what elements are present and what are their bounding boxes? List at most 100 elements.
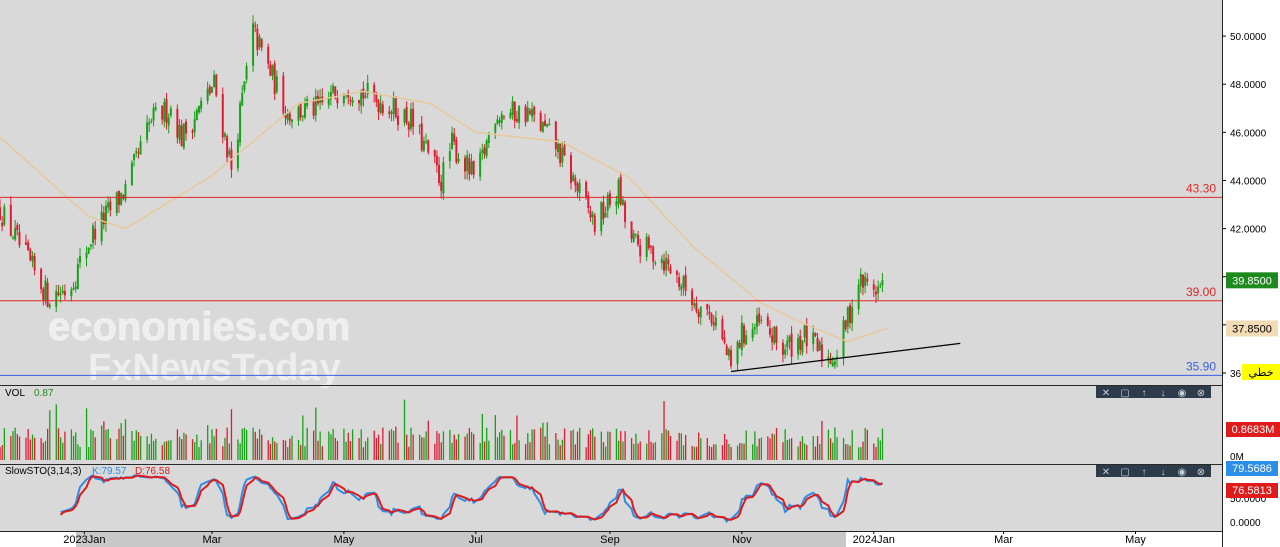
volume-bar: [133, 440, 135, 460]
volume-bar: [790, 438, 793, 460]
volume-bar: [345, 441, 347, 460]
candle-body: [662, 260, 665, 271]
candle: [740, 315, 743, 357]
last-price-label: 39.8500: [1232, 275, 1272, 287]
candle-body: [680, 286, 683, 290]
candle-body: [178, 124, 181, 140]
candle: [574, 174, 577, 193]
candle-body: [591, 213, 594, 217]
candle-body: [76, 264, 79, 289]
candle: [833, 357, 836, 369]
candle-body: [546, 124, 549, 127]
volume-bar: [64, 431, 66, 460]
volume-bar: [769, 438, 771, 460]
volume-bar: [527, 433, 529, 460]
candle-body: [48, 304, 51, 308]
candle-body: [167, 117, 170, 126]
volume-bar: [289, 438, 291, 460]
volume-bar: [291, 435, 293, 460]
candle-body: [781, 342, 784, 355]
down-icon[interactable]: ↓: [1161, 467, 1166, 478]
settings-icon[interactable]: ◉: [1178, 388, 1187, 399]
close-icon[interactable]: ✕: [1102, 467, 1110, 478]
candle-body: [273, 63, 276, 95]
volume-bar: [14, 427, 16, 460]
x-axis-left-blank: [0, 531, 76, 547]
volume-bar: [49, 410, 51, 460]
volume-bar: [473, 433, 475, 460]
volume-bar: [866, 429, 868, 460]
candle: [427, 139, 430, 155]
candle-body: [185, 121, 188, 134]
candle: [349, 96, 352, 106]
settings-icon[interactable]: ◉: [1178, 467, 1187, 478]
down-icon[interactable]: ↓: [1161, 388, 1166, 399]
candle-body: [714, 317, 717, 327]
candle-body: [745, 335, 748, 345]
volume-bar: [300, 445, 302, 460]
restore-icon[interactable]: ▢: [1120, 388, 1129, 399]
candle-body: [72, 288, 75, 290]
candle-body: [130, 162, 133, 186]
up-icon[interactable]: ↑: [1142, 467, 1147, 478]
candle-body: [541, 121, 544, 132]
candle: [290, 119, 293, 129]
candle-body: [360, 91, 363, 106]
volume-bar: [730, 446, 732, 460]
candle: [61, 284, 64, 295]
up-icon[interactable]: ↑: [1142, 388, 1147, 399]
candle: [284, 105, 287, 126]
candle-body: [146, 122, 149, 140]
circle-close-icon[interactable]: ⊗: [1197, 388, 1205, 399]
candle-body: [197, 105, 200, 113]
candle: [531, 102, 534, 122]
candle: [874, 285, 877, 303]
volume-bar: [44, 440, 47, 460]
volume-bar: [797, 446, 799, 460]
volume-bar: [406, 434, 408, 460]
restore-icon[interactable]: ▢: [1120, 467, 1129, 478]
volume-bar: [423, 437, 425, 460]
volume-toolbar-bg: [1096, 386, 1211, 398]
volume-bar: [196, 434, 198, 460]
candle: [662, 253, 665, 275]
candle-body: [364, 95, 367, 98]
candle: [195, 108, 198, 121]
volume-bar: [864, 427, 866, 460]
volume-bar: [494, 415, 496, 460]
volume-bar: [442, 431, 445, 460]
circle-close-icon[interactable]: ⊗: [1197, 467, 1205, 478]
candle: [600, 201, 603, 236]
candle: [755, 307, 758, 335]
candle-body: [660, 258, 663, 264]
volume-bar: [799, 441, 801, 460]
candle: [771, 327, 774, 351]
candle: [706, 303, 709, 316]
candle: [464, 154, 467, 180]
volume-bar: [661, 433, 663, 460]
candle: [223, 131, 226, 141]
volume-bar: [254, 431, 256, 460]
candle-body: [740, 322, 743, 351]
volume-bar: [585, 447, 587, 460]
close-icon[interactable]: ✕: [1102, 388, 1110, 399]
draw-tag[interactable]: [1242, 364, 1280, 380]
candle-body: [59, 294, 62, 296]
candle: [848, 302, 851, 329]
candle-body: [466, 155, 469, 172]
candle-body: [509, 112, 512, 118]
candle: [373, 82, 376, 103]
volume-bar: [760, 437, 763, 460]
volume-bar: [851, 430, 853, 460]
candle-body: [479, 152, 482, 177]
support-trendline[interactable]: [730, 342, 961, 373]
candle-body: [433, 149, 436, 157]
candle-body: [682, 276, 685, 288]
volume-bar: [873, 443, 875, 460]
volume-bar: [745, 430, 747, 460]
candle-body: [864, 276, 867, 286]
candle: [440, 174, 443, 199]
volume-bar: [436, 431, 438, 460]
